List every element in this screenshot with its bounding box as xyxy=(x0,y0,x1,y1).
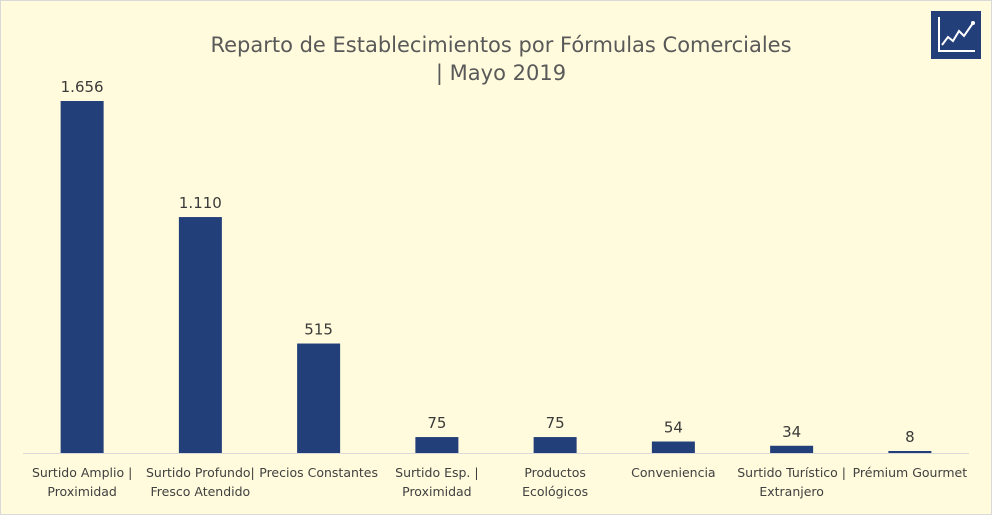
category-label: Proximidad xyxy=(402,484,472,499)
bar xyxy=(178,217,222,453)
bar-value-label: 54 xyxy=(664,419,683,437)
category-label: Prémium Gourmet xyxy=(853,465,968,480)
chart-trend-icon xyxy=(931,11,981,59)
bar-value-label: 34 xyxy=(782,423,801,441)
bar-value-label: 75 xyxy=(427,414,446,432)
category-label: Proximidad xyxy=(47,484,117,499)
category-label: Surtido Amplio | xyxy=(32,465,132,480)
category-label: Ecológicos xyxy=(522,484,588,499)
category-label: Extranjero xyxy=(759,484,824,499)
bar xyxy=(651,441,695,453)
bar xyxy=(60,101,104,453)
category-label: Productos xyxy=(524,465,586,480)
bar-value-label: 75 xyxy=(546,414,565,432)
category-label: Precios Constantes xyxy=(259,465,378,480)
bar-value-label: 1.110 xyxy=(179,194,222,212)
bar xyxy=(888,451,932,453)
chart-title: Reparto de Establecimientos por Fórmulas… xyxy=(181,31,821,87)
bar-value-label: 8 xyxy=(905,428,915,446)
bar-value-label: 1.656 xyxy=(61,78,104,96)
bar xyxy=(415,437,459,453)
category-label: Surtido Esp. | xyxy=(395,465,478,480)
category-label: Conveniencia xyxy=(631,465,715,480)
bar xyxy=(297,343,341,453)
bar xyxy=(770,445,814,453)
bar-value-label: 515 xyxy=(304,321,333,339)
chart-title-line-2: | Mayo 2019 xyxy=(435,61,567,85)
category-label: Surtido Profundo| xyxy=(146,465,255,480)
bar xyxy=(533,437,577,453)
chart-title-line-1: Reparto de Establecimientos por Fórmulas… xyxy=(210,33,792,57)
category-label: Surtido Turístico | xyxy=(737,465,846,480)
category-label: Fresco Atendido xyxy=(151,484,251,499)
